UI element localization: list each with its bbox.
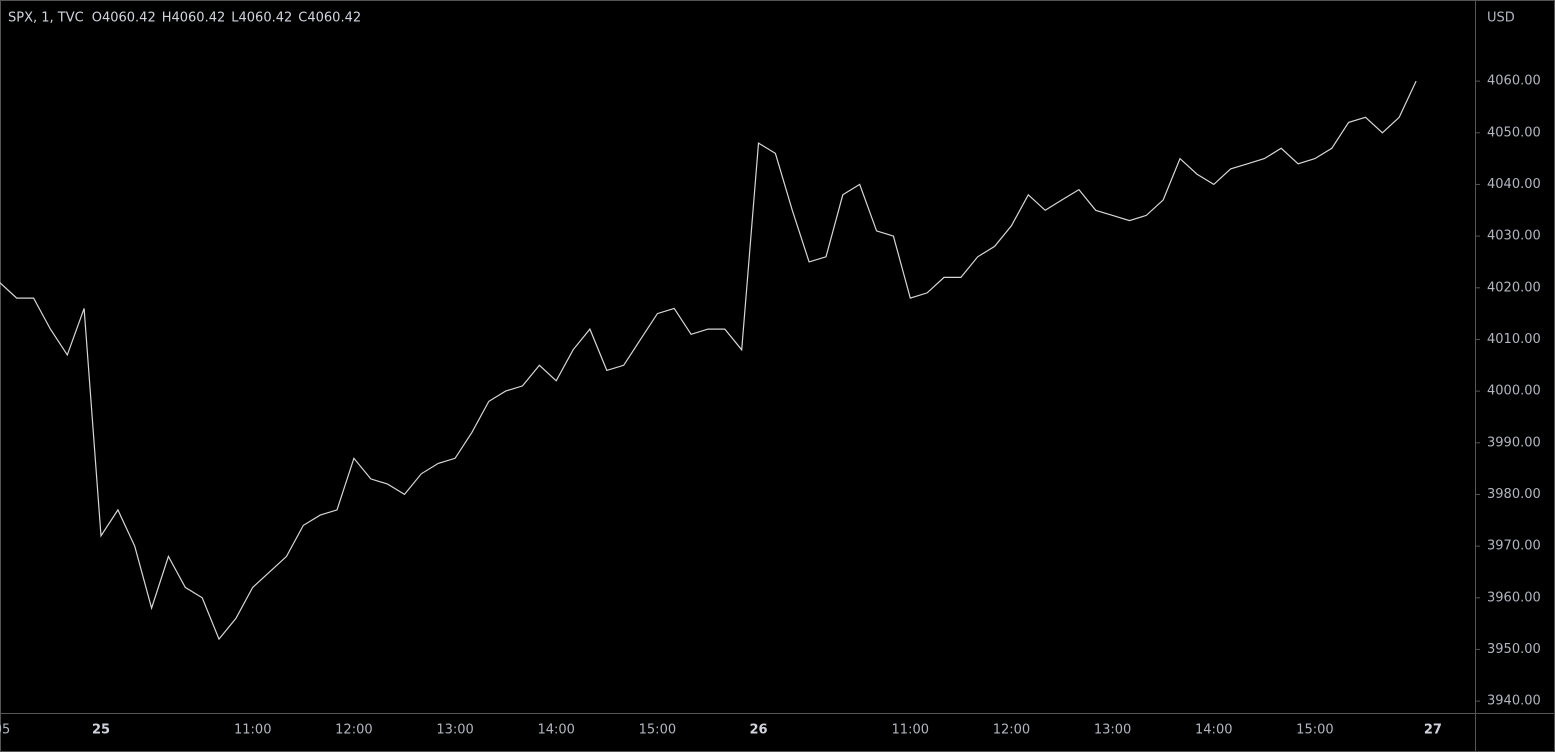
y-tick-label: 4040.00 <box>1487 177 1541 192</box>
y-tick-label: 4020.00 <box>1487 280 1541 295</box>
y-tick-label: 3940.00 <box>1487 694 1541 709</box>
x-tick-label: 26 <box>749 723 767 738</box>
y-tick-label: 4030.00 <box>1487 229 1541 244</box>
x-tick-label: 14:00 <box>1195 723 1232 738</box>
x-tick-label: 12:00 <box>993 723 1030 738</box>
y-tick-label: 3960.00 <box>1487 590 1541 605</box>
x-tick-label: 25 <box>92 723 110 738</box>
header-text: SPX, 1, TVC <box>8 11 84 26</box>
x-tick-label: 13:00 <box>436 723 473 738</box>
y-tick-label: 4000.00 <box>1487 384 1541 399</box>
x-tick-label: 11:00 <box>892 723 929 738</box>
y-tick-label: 4060.00 <box>1487 74 1541 89</box>
y-tick-label: 3990.00 <box>1487 435 1541 450</box>
y-tick-label: 4050.00 <box>1487 125 1541 140</box>
x-tick-label: 11:00 <box>234 723 271 738</box>
x-tick-label: 13:00 <box>1094 723 1131 738</box>
y-tick-label: 3980.00 <box>1487 487 1541 502</box>
y-tick-label: 3970.00 <box>1487 539 1541 554</box>
currency: USD <box>1487 11 1515 26</box>
header-text: H4060.42 <box>162 11 226 26</box>
header-text: C4060.42 <box>298 11 361 26</box>
y-tick-label: 3950.00 <box>1487 642 1541 657</box>
legend-header: SPX, 1, TVC O4060.42 H4060.42 L4060.42 C4060… <box>8 11 361 26</box>
x-tick-label: 12:00 <box>335 723 372 738</box>
x-tick-label: 14:00 <box>537 723 574 738</box>
y-tick-label: 4010.00 <box>1487 332 1541 347</box>
x-tick-label: :05 <box>0 723 10 738</box>
header-text: O4060.42 <box>92 11 156 26</box>
x-tick-label: 27 <box>1424 723 1442 738</box>
x-tick-label: 15:00 <box>639 723 676 738</box>
price-line <box>0 80 1417 641</box>
header-text: L4060.42 <box>231 11 292 26</box>
x-tick-label: 15:00 <box>1296 723 1333 738</box>
